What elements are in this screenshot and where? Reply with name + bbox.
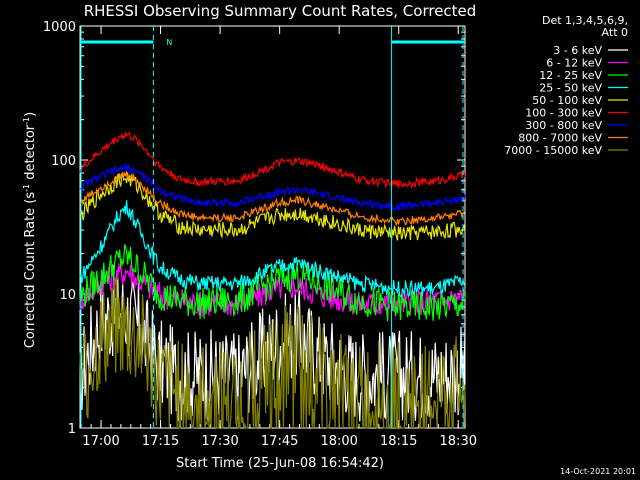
legend-header-0: Det 1,3,4,5,6,9, — [542, 14, 628, 27]
legend-label-3: 25 - 50 keV — [539, 82, 602, 95]
legend-label-6: 300 - 800 keV — [525, 119, 602, 132]
series-line-4 — [79, 172, 466, 241]
footer-date: 14-Oct-2021 20:01 — [560, 467, 636, 476]
legend-label-7: 800 - 7000 keV — [518, 132, 602, 145]
y-tick-label: 1000 — [43, 20, 76, 35]
saa-label: N — [166, 38, 172, 47]
x-tick-label: 17:00 — [82, 434, 119, 449]
legend-label-2: 12 - 25 keV — [539, 69, 602, 82]
series-line-2 — [79, 244, 466, 322]
series-line-7 — [79, 171, 466, 227]
legend-label-4: 50 - 100 keV — [532, 94, 602, 107]
legend-label-0: 3 - 6 keV — [553, 44, 602, 57]
series-line-5 — [79, 131, 466, 189]
x-tick-label: 18:00 — [320, 434, 357, 449]
plot-frame — [79, 25, 466, 429]
markers-layer: N — [80, 26, 465, 428]
x-axis-label: Start Time (25-Jun-08 16:54:42) — [176, 456, 384, 471]
y-axis-label: Corrected Count Rate (s-1 detector-1) — [22, 112, 38, 348]
legend-label-1: 6 - 12 keV — [546, 57, 602, 70]
legend-header-1: Att 0 — [602, 26, 628, 39]
series-line-6 — [79, 163, 466, 213]
series-layer — [79, 131, 466, 431]
plot-axes: 1 10 100 1000 17:00 17:15 17:30 17:45 18:00 18:15… — [43, 20, 477, 449]
y-tick-label: 100 — [51, 154, 76, 169]
x-tick-label: 18:15 — [380, 434, 417, 449]
y-tick-label: 1 — [68, 422, 76, 437]
x-tick-label: 17:15 — [142, 434, 179, 449]
series-line-8 — [79, 277, 466, 431]
legend-label-8: 7000 - 15000 keV — [504, 144, 602, 157]
legend-label-5: 100 - 300 keV — [525, 107, 602, 120]
x-tick-label: 18:30 — [440, 434, 477, 449]
series-line-3 — [79, 200, 466, 298]
y-tick-label: 10 — [59, 288, 76, 303]
chart-title: RHESSI Observing Summary Count Rates, Co… — [84, 2, 477, 20]
x-tick-label: 17:30 — [201, 434, 238, 449]
x-tick-label: 17:45 — [261, 434, 298, 449]
